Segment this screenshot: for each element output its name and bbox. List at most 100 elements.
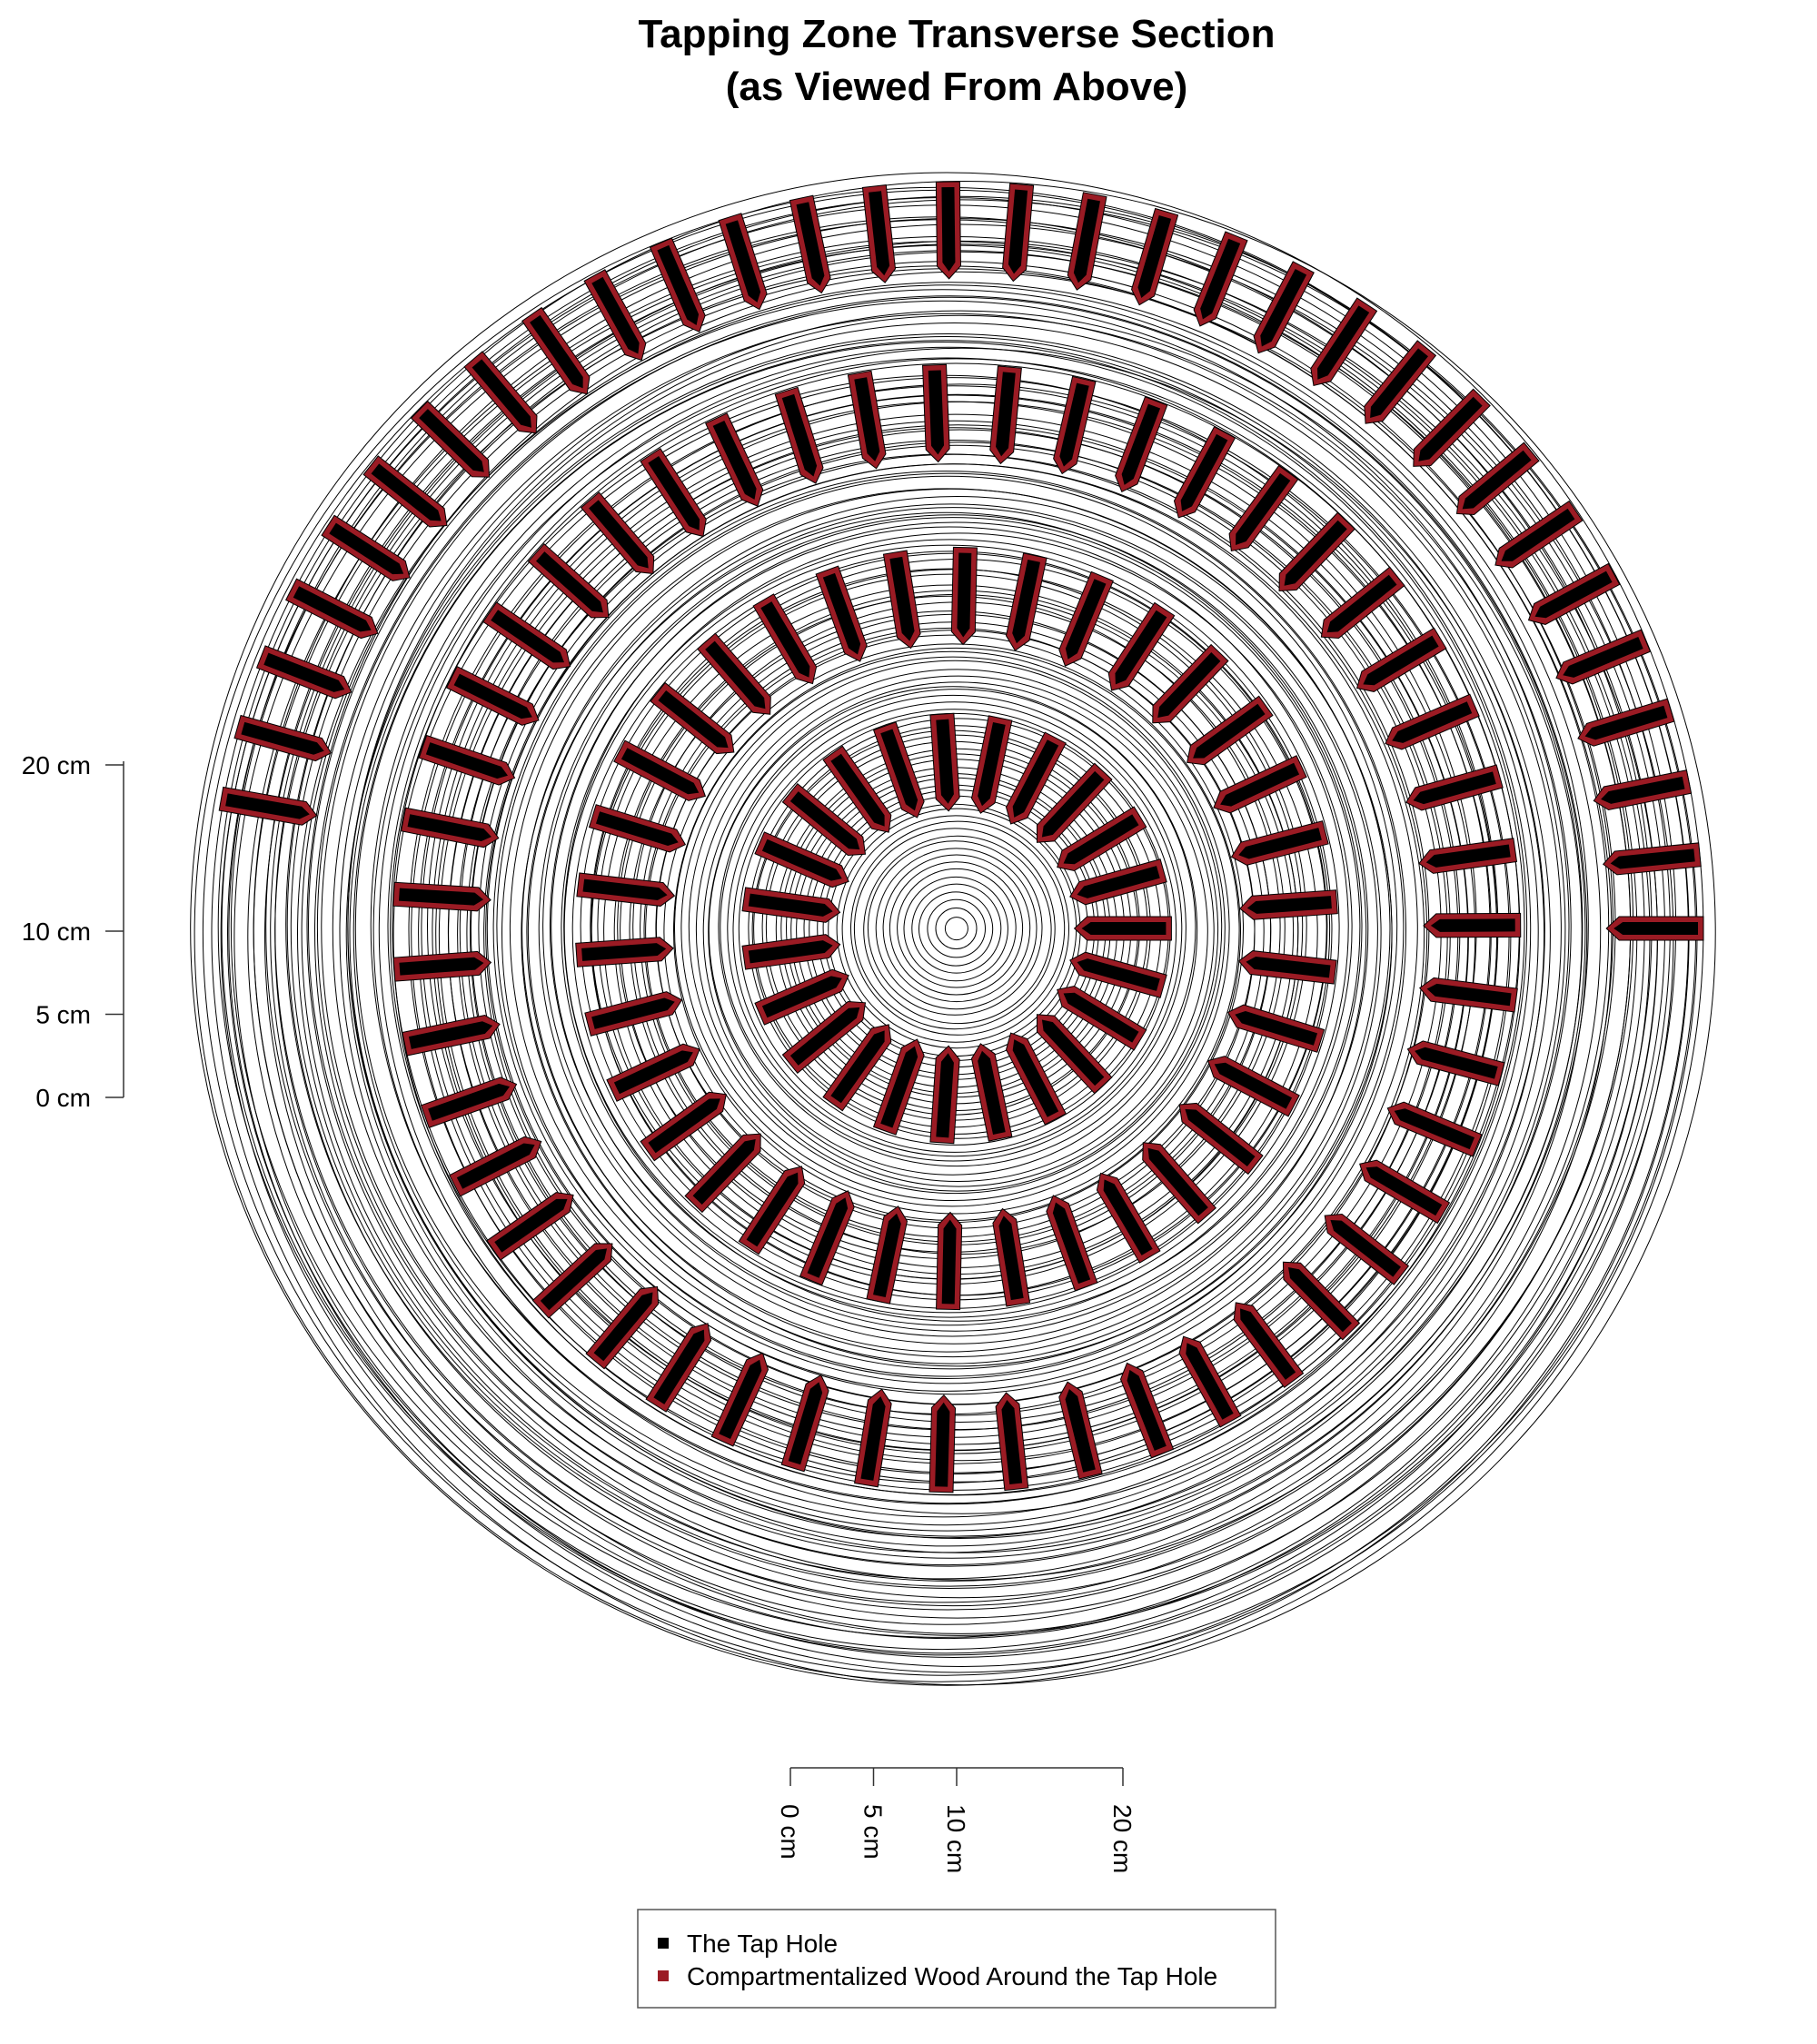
tap-hole	[491, 610, 564, 663]
tap-hole-ring-4	[233, 714, 333, 762]
tap-hole-ring-3	[420, 1077, 518, 1128]
tap-hole-ring-3	[1178, 1335, 1242, 1428]
tap-hole	[936, 1053, 954, 1138]
growth-ring	[718, 689, 1196, 1167]
tap-hole	[957, 552, 972, 638]
tap-hole-ring-2	[1239, 889, 1338, 920]
tap-hole	[1236, 472, 1291, 545]
tap-hole	[658, 690, 729, 749]
tap-hole-ring-4	[1455, 442, 1540, 516]
growth-ring	[313, 295, 1586, 1567]
tap-hole	[761, 838, 842, 881]
tap-hole	[789, 1007, 860, 1066]
growth-ring	[352, 340, 1539, 1526]
tap-hole	[807, 1197, 849, 1278]
growth-ring	[387, 358, 1525, 1496]
tap-hole	[1326, 574, 1397, 633]
growth-ring	[918, 891, 994, 967]
tap-hole	[1288, 1267, 1352, 1333]
tap-hole	[712, 420, 757, 500]
tap-hole	[581, 943, 667, 961]
tap-hole-ring-4	[1555, 629, 1652, 685]
tap-hole-ring-3	[1278, 511, 1355, 592]
tap-hole-ring-1	[929, 1045, 960, 1145]
growth-ring	[911, 883, 1002, 974]
tap-hole-ring-4	[1364, 340, 1437, 424]
legend-swatch-compartmentalized	[658, 1970, 669, 1981]
tap-hole	[425, 742, 508, 779]
growth-ring	[354, 342, 1532, 1518]
tap-hole	[241, 721, 324, 755]
tap-hole	[719, 1359, 762, 1440]
tap-hole-ring-4	[1002, 183, 1035, 283]
tap-hole-ring-2	[1230, 820, 1329, 866]
tap-hole	[796, 202, 825, 286]
growth-ring	[903, 876, 1008, 982]
tap-hole-ring-2	[992, 1207, 1031, 1307]
tap-hole	[869, 191, 890, 276]
tap-hole-ring-3	[774, 386, 824, 484]
growth-ring	[836, 808, 1077, 1049]
tap-hole-ring-4	[1413, 388, 1491, 467]
tap-hole-ring-1	[754, 968, 849, 1026]
growth-ring	[850, 820, 1066, 1036]
tap-hole-ring-2	[882, 550, 921, 650]
tap-hole	[1501, 508, 1575, 561]
tap-hole-ring-3	[392, 950, 492, 982]
tap-hole-ring-4	[255, 645, 352, 700]
tap-hole	[591, 276, 640, 354]
tap-hole-ring-4	[285, 578, 379, 640]
tap-hole-ring-2	[613, 739, 707, 801]
tap-hole	[408, 1021, 493, 1049]
tap-hole-ring-4	[935, 181, 961, 280]
tap-hole	[1370, 348, 1428, 418]
bottom-scale-tick-label: 10 cm	[942, 1804, 970, 1873]
tap-hole-ring-2	[1142, 1142, 1216, 1225]
tap-hole-ring-3	[585, 1285, 660, 1370]
tap-hole	[1563, 637, 1643, 678]
tap-hole-ring-2	[606, 1043, 700, 1102]
tap-hole-ring-2	[738, 1166, 806, 1255]
tap-hole-ring-1	[872, 721, 925, 819]
tap-hole-ring-2	[752, 593, 818, 685]
growth-ring	[349, 336, 1545, 1532]
tap-hole	[1186, 1343, 1234, 1420]
growth-ring	[526, 511, 1367, 1353]
tap-hole	[1613, 922, 1699, 935]
tap-hole	[1121, 403, 1161, 485]
tap-hole	[1180, 433, 1228, 511]
growth-ring	[944, 917, 968, 941]
tap-hole	[1584, 705, 1668, 740]
tap-hole-ring-2	[1187, 695, 1274, 766]
tap-hole	[880, 729, 918, 811]
tap-hole-ring-3	[1053, 375, 1097, 475]
tap-hole-ring-1	[741, 887, 841, 923]
legend-label-tap-hole: The Tap Hole	[687, 1930, 838, 1958]
tap-hole	[748, 893, 833, 917]
growth-ring	[702, 675, 1215, 1187]
tap-hole-ring-4	[1494, 500, 1584, 569]
tap-hole	[998, 1215, 1024, 1301]
tap-hole	[428, 1083, 511, 1121]
tap-hole-ring-1	[1073, 916, 1172, 941]
tap-hole	[1425, 844, 1511, 868]
growth-ring	[708, 681, 1208, 1182]
growth-ring	[378, 347, 1545, 1514]
tap-hole-ring-3	[449, 1136, 542, 1197]
tap-hole-ring-4	[218, 786, 318, 826]
growth-ring	[867, 840, 1043, 1016]
tap-hole-ring-3	[922, 363, 950, 463]
growth-ring	[501, 488, 1393, 1379]
tap-hole	[1392, 701, 1473, 743]
tap-hole-ring-3	[1385, 693, 1480, 750]
tap-hole	[1127, 1369, 1167, 1451]
growth-ring	[863, 835, 1052, 1025]
growth-ring	[695, 669, 1219, 1192]
tap-hole	[788, 1382, 823, 1465]
tap-hole-ring-2	[1213, 755, 1307, 814]
tap-hole-ring-1	[1069, 951, 1167, 998]
growth-ring	[897, 868, 1017, 988]
tap-hole	[889, 556, 915, 641]
left-scale-bar: 0 cm 5 cm 10 cm 20 cm	[22, 751, 124, 1112]
bottom-scale-tick-label: 5 cm	[859, 1804, 888, 1860]
